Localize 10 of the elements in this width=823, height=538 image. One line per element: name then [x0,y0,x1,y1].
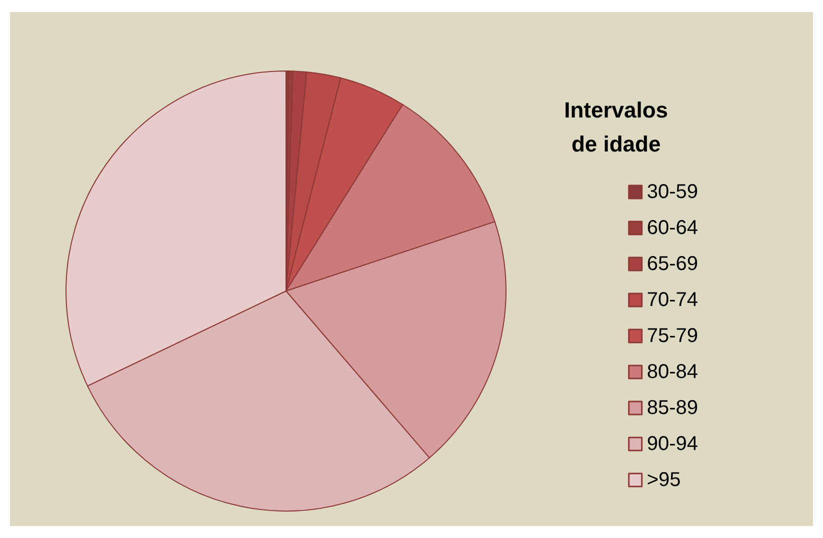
legend-label: >95 [646,469,681,491]
legend-label: 80-84 [646,361,698,383]
legend-label: 85-89 [646,397,698,419]
legend-label: 65-69 [646,253,698,275]
legend-label: 70-74 [646,289,698,311]
legend-title: Intervalos de idade [564,98,668,156]
legend-label: 30-59 [646,181,698,203]
legend-label: 75-79 [646,325,698,347]
legend-label: 90-94 [646,433,698,455]
legend-label: 60-64 [646,217,698,239]
